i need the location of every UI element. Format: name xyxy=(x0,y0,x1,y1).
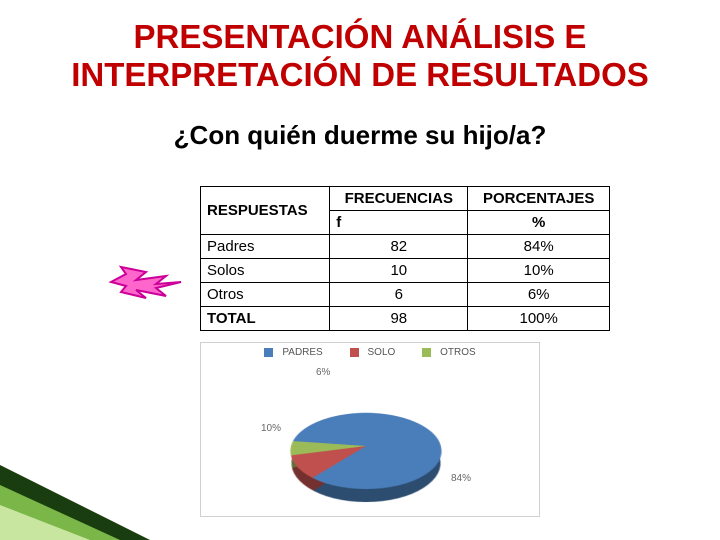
table-total-row: TOTAL 98 100% xyxy=(201,307,610,331)
table-row: Padres 82 84% xyxy=(201,235,610,259)
legend-item: SOLO xyxy=(344,347,402,358)
subcol-pct: % xyxy=(468,211,610,235)
slice-label-2: 10% xyxy=(261,423,281,434)
frequency-table: RESPUESTAS FRECUENCIAS PORCENTAJES f % P… xyxy=(200,186,610,331)
col-respuestas: RESPUESTAS xyxy=(201,187,330,235)
col-frecuencias: FRECUENCIAS xyxy=(330,187,468,211)
pie-face xyxy=(280,413,452,489)
pie-3d xyxy=(280,413,452,489)
col-porcentajes: PORCENTAJES xyxy=(468,187,610,211)
cell-total-label: TOTAL xyxy=(201,307,330,331)
slide-subtitle: ¿Con quién duerme su hijo/a? xyxy=(0,120,720,151)
cell-pct: 10% xyxy=(468,259,610,283)
legend-swatch xyxy=(264,348,273,357)
legend-label: PADRES xyxy=(282,347,322,358)
cell-pct: 6% xyxy=(468,283,610,307)
corner-decoration xyxy=(0,445,150,540)
subcol-f: f xyxy=(330,211,468,235)
slice-label-3: 6% xyxy=(316,367,330,378)
title-line-2: INTERPRETACIÓN DE RESULTADOS xyxy=(71,56,649,93)
cell-total-f: 98 xyxy=(330,307,468,331)
legend-label: SOLO xyxy=(368,347,396,358)
pie-wrap xyxy=(291,371,441,521)
cell-f: 10 xyxy=(330,259,468,283)
frequency-table-wrap: RESPUESTAS FRECUENCIAS PORCENTAJES f % P… xyxy=(200,186,610,331)
legend-item: OTROS xyxy=(416,347,482,358)
legend-item: PADRES xyxy=(258,347,328,358)
title-line-1: PRESENTACIÓN ANÁLISIS E xyxy=(134,18,587,55)
chart-legend: PADRES SOLO OTROS xyxy=(201,347,539,358)
slice-label-main: 84% xyxy=(451,473,471,484)
cell-label: Padres xyxy=(201,235,330,259)
pie-chart: PADRES SOLO OTROS 84% 10% 6% xyxy=(200,342,540,517)
legend-swatch xyxy=(422,348,431,357)
legend-swatch xyxy=(350,348,359,357)
cell-pct: 84% xyxy=(468,235,610,259)
cell-total-pct: 100% xyxy=(468,307,610,331)
table-header-row: RESPUESTAS FRECUENCIAS PORCENTAJES xyxy=(201,187,610,211)
table-row: Solos 10 10% xyxy=(201,259,610,283)
cell-f: 82 xyxy=(330,235,468,259)
legend-label: OTROS xyxy=(440,347,476,358)
slide-title: PRESENTACIÓN ANÁLISIS E INTERPRETACIÓN D… xyxy=(0,0,720,94)
table-row: Otros 6 6% xyxy=(201,283,610,307)
cell-f: 6 xyxy=(330,283,468,307)
cell-label: Otros xyxy=(201,283,330,307)
cell-label: Solos xyxy=(201,259,330,283)
pointer-arrow-icon xyxy=(106,262,186,302)
